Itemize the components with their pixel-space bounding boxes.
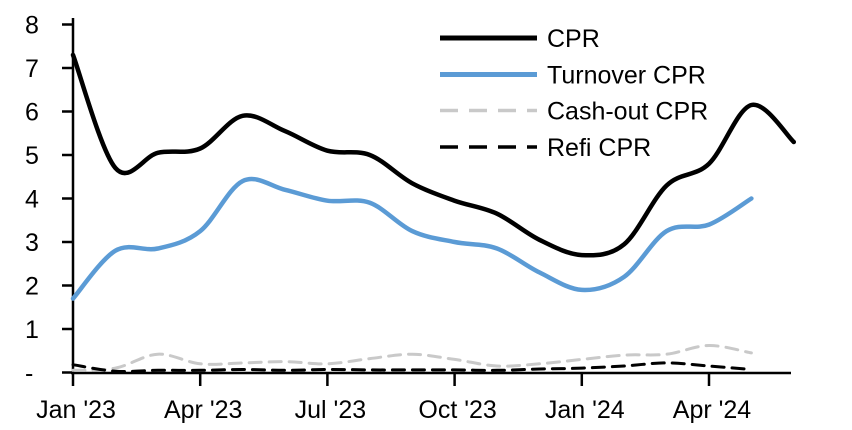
legend-label: Cash-out CPR [547,98,708,126]
x-tick-label: Apr '24 [673,396,752,424]
y-tick-label: 3 [25,229,39,257]
y-tick-label: 2 [25,273,39,301]
y-tick-label: 5 [25,142,39,170]
y-tick-label: 4 [25,186,39,214]
x-tick-label: Jul '23 [295,396,366,424]
y-tick-label: - [25,360,33,388]
y-tick-label: 7 [25,55,39,83]
legend-label: CPR [547,25,600,53]
series-line-cpr [70,52,797,258]
y-tick-label: 8 [25,12,39,40]
x-tick-label: Jan '24 [545,396,625,424]
x-tick-label: Jan '23 [36,396,116,424]
y-tick-label: 1 [25,316,39,344]
series-line-turnover-cpr [70,176,754,301]
legend-label: Refi CPR [547,134,651,162]
x-tick-label: Oct '23 [418,396,496,424]
y-tick-label: 6 [25,99,39,127]
series-line-cash-out-cpr [71,343,753,372]
legend-label: Turnover CPR [547,62,706,90]
x-tick-label: Apr '23 [164,396,242,424]
series-line-refi-cpr [71,361,753,373]
